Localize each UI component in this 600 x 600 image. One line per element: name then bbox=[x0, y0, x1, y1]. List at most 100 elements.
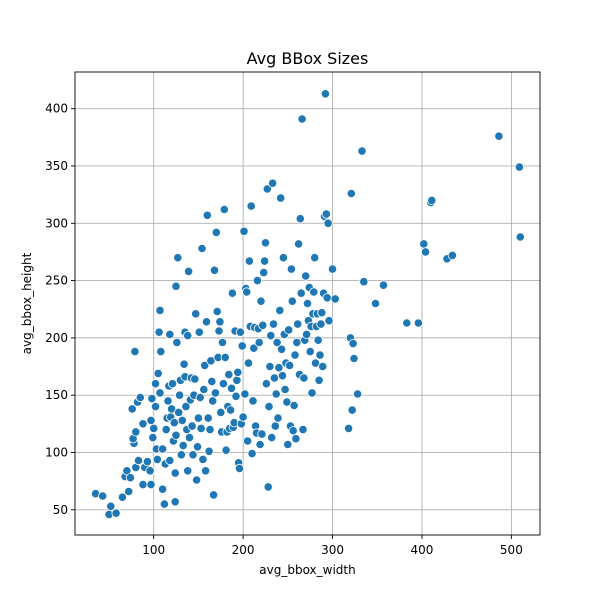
data-point bbox=[244, 256, 254, 266]
data-point bbox=[305, 346, 315, 357]
data-point bbox=[154, 327, 164, 337]
data-points bbox=[91, 89, 525, 520]
data-point bbox=[275, 305, 285, 315]
data-point bbox=[174, 407, 184, 417]
data-point bbox=[171, 281, 181, 291]
data-point bbox=[315, 350, 325, 360]
data-point bbox=[216, 407, 226, 417]
data-point bbox=[292, 337, 302, 348]
data-point bbox=[127, 404, 137, 414]
data-point bbox=[203, 413, 213, 423]
data-point bbox=[142, 457, 152, 467]
data-point bbox=[295, 214, 305, 224]
data-point bbox=[177, 415, 187, 425]
data-point bbox=[274, 363, 284, 373]
data-point bbox=[261, 379, 271, 389]
data-point bbox=[249, 343, 259, 353]
x-tick-label: 400 bbox=[411, 543, 434, 557]
data-point bbox=[195, 392, 205, 403]
data-point bbox=[240, 389, 250, 399]
data-point bbox=[330, 294, 340, 304]
data-point bbox=[199, 384, 209, 395]
data-point bbox=[194, 327, 204, 337]
data-point bbox=[178, 440, 188, 451]
data-point bbox=[198, 454, 208, 464]
data-point bbox=[343, 423, 354, 433]
data-point bbox=[158, 444, 168, 454]
data-point bbox=[215, 317, 225, 327]
data-point bbox=[276, 193, 286, 203]
data-point bbox=[155, 305, 165, 315]
data-point bbox=[263, 482, 273, 492]
data-point bbox=[273, 413, 283, 423]
data-point bbox=[352, 389, 363, 399]
data-point bbox=[220, 352, 230, 362]
data-point bbox=[248, 396, 258, 406]
data-point bbox=[289, 400, 299, 411]
data-point bbox=[259, 267, 269, 278]
data-point bbox=[288, 426, 298, 436]
y-tick-label: 300 bbox=[45, 216, 68, 230]
data-point bbox=[211, 227, 221, 237]
data-point bbox=[219, 204, 229, 215]
data-point bbox=[188, 450, 198, 460]
data-point bbox=[280, 384, 290, 395]
data-point bbox=[314, 375, 324, 385]
data-point bbox=[202, 210, 212, 220]
data-point bbox=[176, 450, 186, 460]
data-point bbox=[247, 448, 257, 459]
axes-frame bbox=[74, 71, 541, 536]
data-point bbox=[318, 361, 328, 372]
data-point bbox=[348, 338, 358, 349]
data-point bbox=[296, 288, 306, 298]
data-point bbox=[402, 318, 412, 328]
data-point bbox=[124, 486, 134, 497]
data-point bbox=[184, 432, 195, 443]
data-point bbox=[210, 388, 220, 398]
data-point bbox=[266, 330, 276, 341]
data-point bbox=[254, 337, 264, 348]
data-point bbox=[209, 265, 220, 275]
data-point bbox=[243, 358, 254, 368]
data-point bbox=[163, 396, 173, 406]
data-point bbox=[181, 401, 191, 412]
data-point bbox=[183, 330, 193, 341]
data-point bbox=[187, 421, 197, 431]
data-point bbox=[224, 369, 234, 380]
data-point bbox=[138, 479, 148, 490]
data-point bbox=[277, 371, 288, 381]
data-point bbox=[293, 239, 304, 249]
data-point bbox=[158, 484, 168, 494]
data-point bbox=[237, 341, 247, 351]
x-tick-label: 100 bbox=[142, 543, 165, 557]
data-point bbox=[370, 298, 381, 309]
data-point bbox=[246, 201, 256, 211]
data-point bbox=[147, 393, 157, 404]
data-point bbox=[259, 256, 270, 266]
data-point bbox=[204, 446, 214, 456]
data-point bbox=[243, 436, 253, 446]
data-point bbox=[359, 277, 369, 287]
data-point bbox=[200, 360, 210, 370]
data-point bbox=[227, 288, 237, 298]
data-point bbox=[307, 388, 317, 398]
data-point bbox=[260, 238, 271, 248]
data-point bbox=[146, 479, 156, 490]
data-point bbox=[283, 439, 293, 450]
data-point bbox=[171, 430, 181, 440]
y-tick-label: 350 bbox=[45, 159, 68, 173]
data-point bbox=[170, 497, 180, 507]
data-point bbox=[349, 353, 359, 364]
data-point bbox=[173, 253, 183, 263]
data-point bbox=[267, 178, 278, 188]
data-point bbox=[179, 359, 189, 369]
data-point bbox=[193, 413, 203, 423]
data-point bbox=[184, 266, 194, 276]
data-point bbox=[150, 401, 161, 412]
data-point bbox=[270, 421, 280, 431]
data-point bbox=[265, 361, 275, 372]
data-point bbox=[310, 253, 320, 263]
data-point bbox=[252, 275, 262, 286]
data-point bbox=[320, 89, 330, 99]
